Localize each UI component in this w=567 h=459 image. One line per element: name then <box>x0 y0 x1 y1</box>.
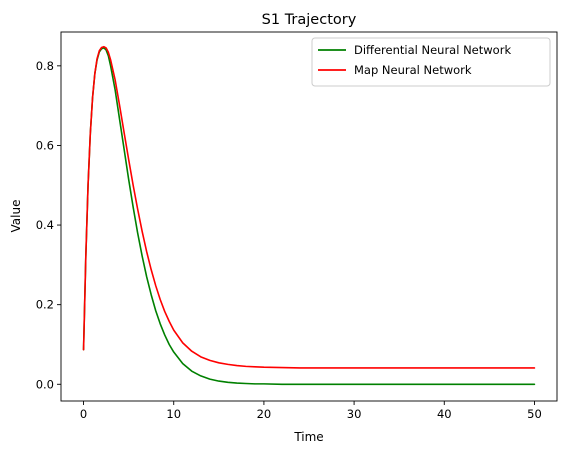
legend-label-0: Differential Neural Network <box>354 43 511 57</box>
y-tick-label: 0.8 <box>36 59 54 73</box>
plot-area <box>61 32 557 401</box>
axes-frame <box>60 31 558 402</box>
y-tick-label: 0.4 <box>36 218 54 232</box>
y-tick-label: 0.6 <box>36 138 54 152</box>
series-line-1 <box>82 45 536 369</box>
series-layer <box>82 45 536 386</box>
x-tick-label: 10 <box>166 407 181 421</box>
y-axis-label: Value <box>9 200 23 233</box>
legend-box <box>311 37 551 87</box>
legend-label-1: Map Neural Network <box>354 63 472 77</box>
y-tick-label: 0.0 <box>36 377 54 391</box>
legend: Differential Neural Network Map Neural Ne… <box>311 37 551 87</box>
x-tick-label: 30 <box>347 407 362 421</box>
axes-layer: 0 10 20 30 40 50 0.0 0.2 0.4 0.6 0.8 <box>36 31 558 421</box>
x-tick-label: 0 <box>80 407 87 421</box>
x-tick-label: 50 <box>527 407 542 421</box>
x-axis-label: Time <box>293 430 323 444</box>
chart-title: S1 Trajectory <box>262 12 357 28</box>
x-tick-label: 40 <box>437 407 452 421</box>
x-tick-label: 20 <box>257 407 272 421</box>
y-tick-label: 0.2 <box>36 298 54 312</box>
